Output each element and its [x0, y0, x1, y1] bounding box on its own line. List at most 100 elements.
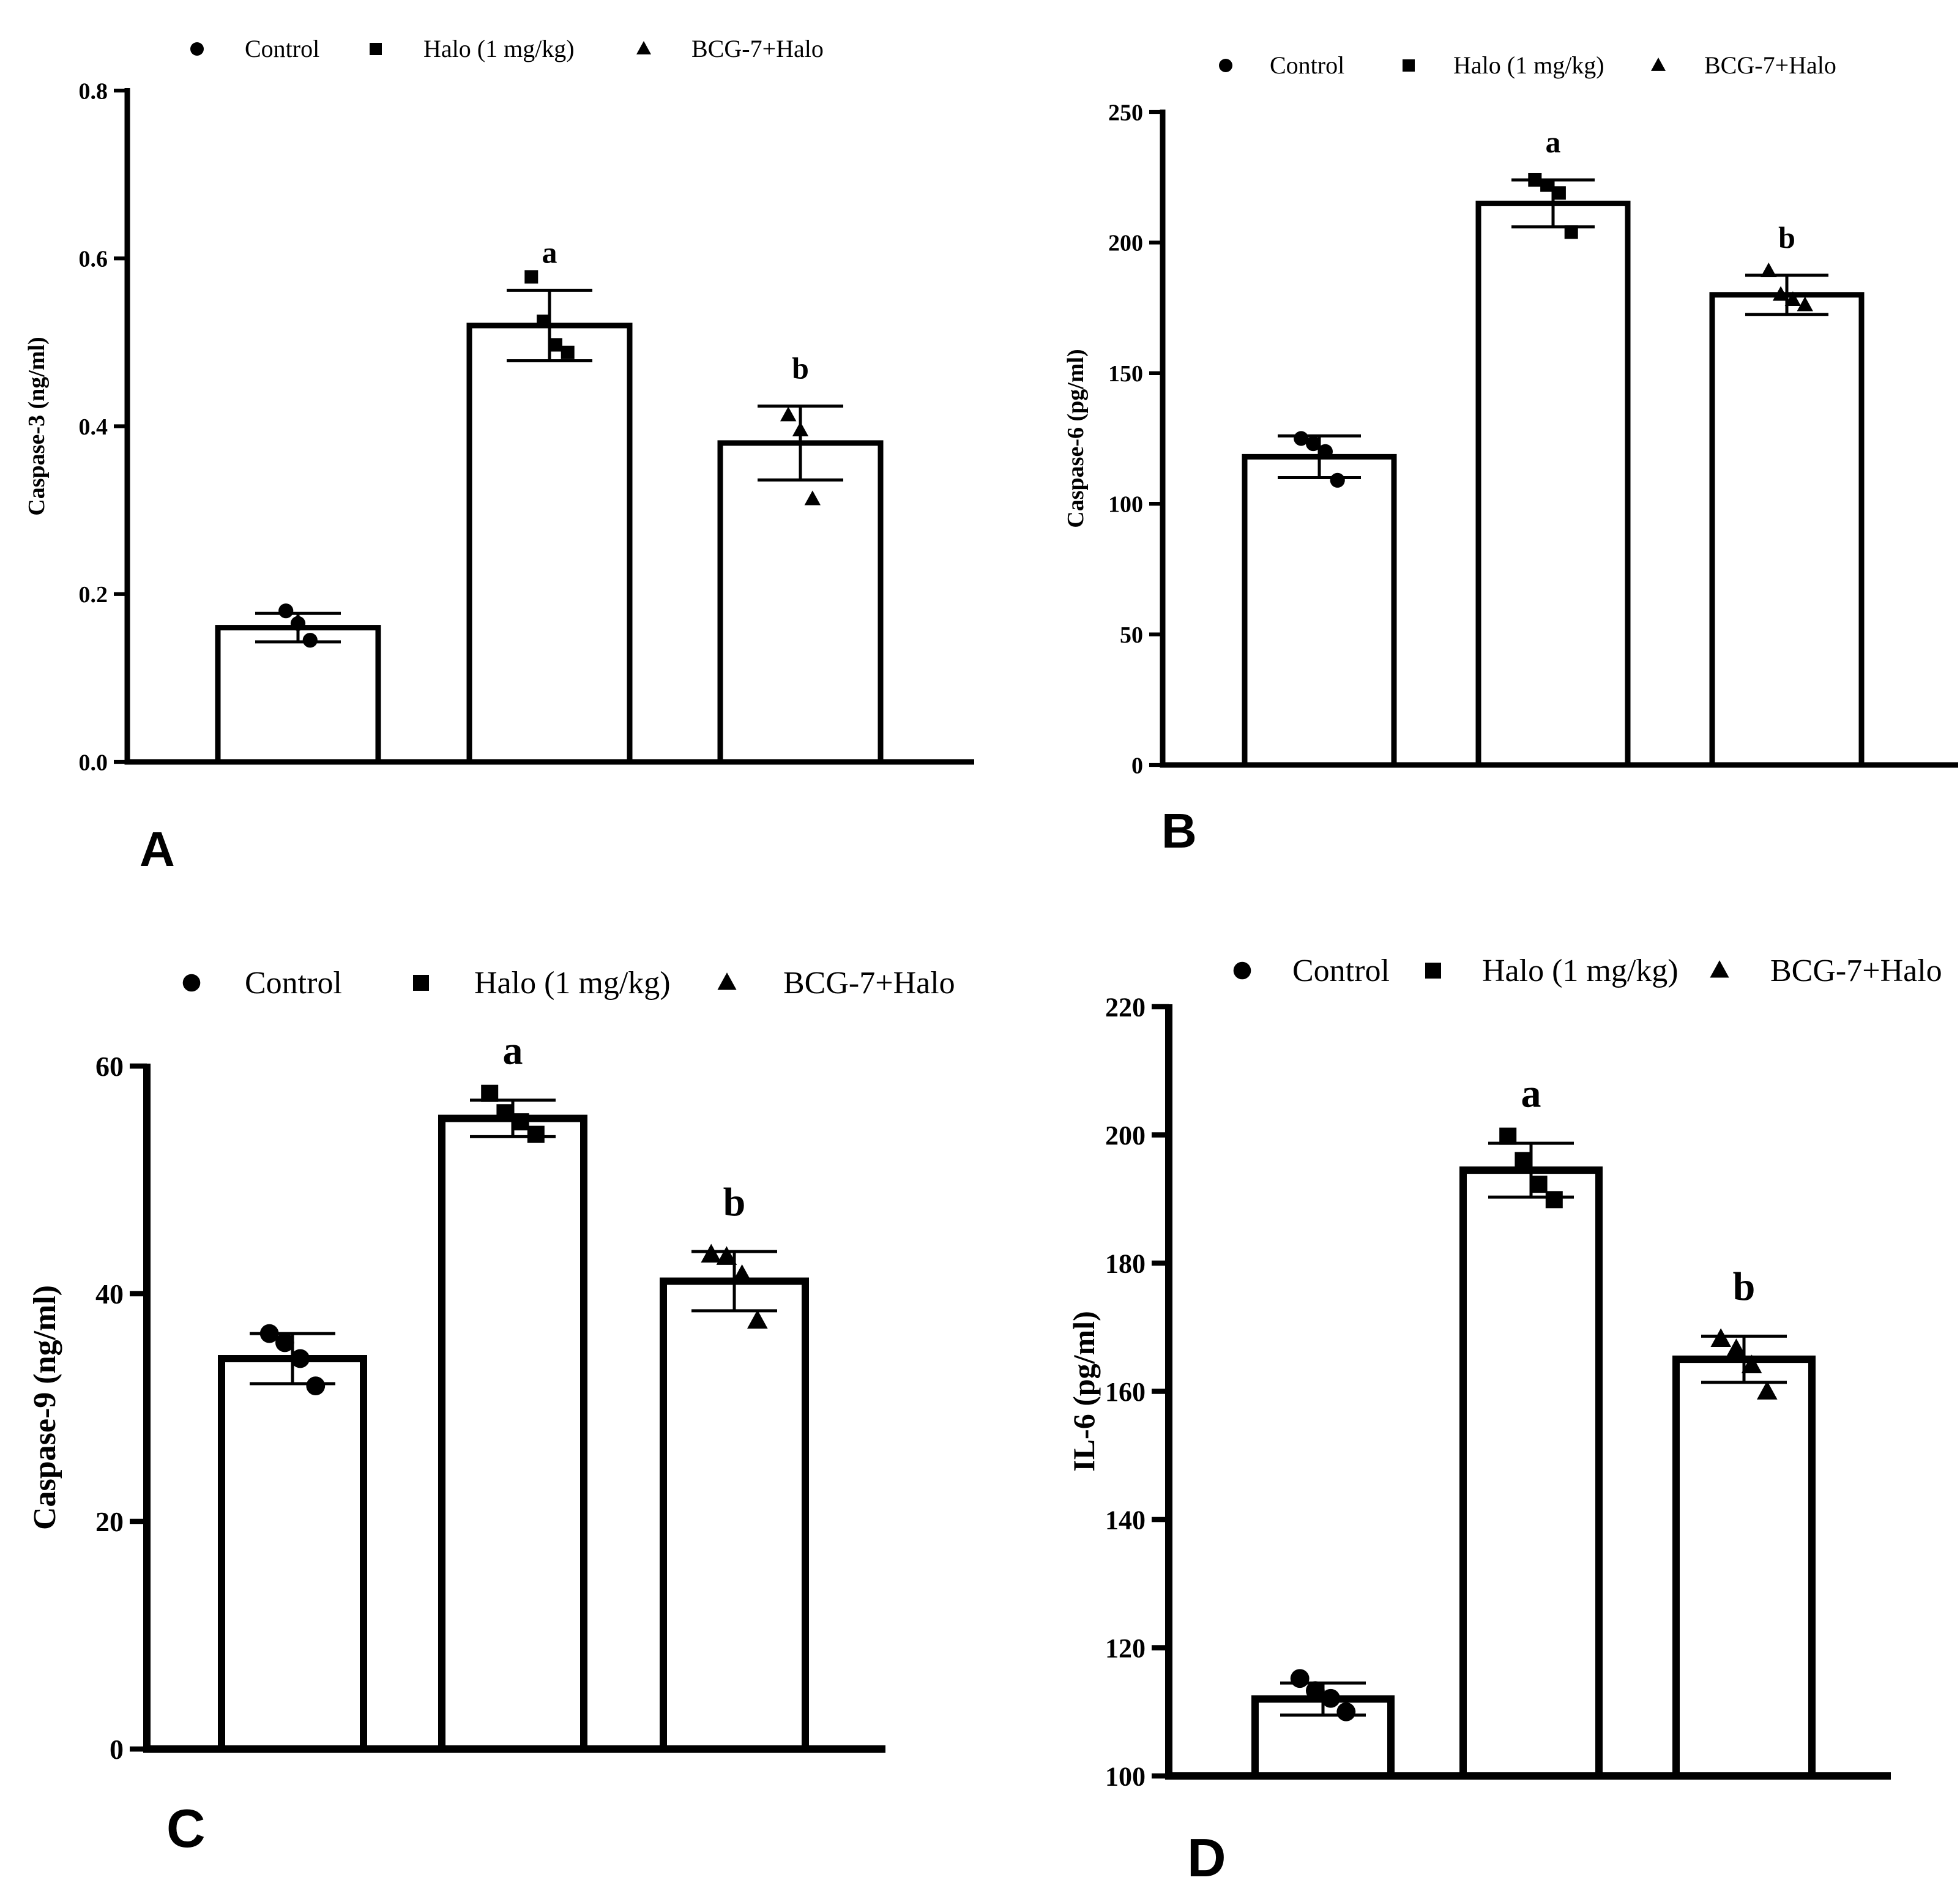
data-point	[792, 422, 809, 437]
legend-marker-square	[1425, 963, 1441, 979]
panel-label: D	[1187, 1827, 1226, 1888]
significance-letter: a	[542, 235, 557, 269]
legend-label: Halo (1 mg/kg)	[423, 35, 575, 62]
data-point	[259, 1324, 279, 1343]
data-point	[1321, 1688, 1341, 1708]
bar-3	[717, 440, 884, 765]
panel-label: A	[140, 822, 175, 876]
error-bar	[1745, 274, 1828, 316]
data-point	[291, 1349, 310, 1368]
bar-2	[466, 323, 633, 765]
data-point	[747, 1310, 768, 1329]
data-point	[527, 1125, 545, 1143]
y-tick-label: 200	[1105, 1121, 1146, 1151]
data-point	[561, 345, 575, 359]
legend-marker-triangle	[636, 40, 651, 54]
y-tick-label: 100	[1108, 492, 1143, 518]
bar-2	[438, 1114, 587, 1753]
legend-label: Control	[245, 35, 319, 62]
significance-letter: b	[723, 1180, 746, 1225]
y-tick-label: 220	[1105, 992, 1146, 1022]
legend-marker-circle	[182, 974, 201, 992]
legend-label: BCG-7+Halo	[1770, 953, 1942, 988]
data-point	[1306, 1681, 1325, 1701]
data-point	[780, 406, 797, 422]
panel-A: Control Halo (1 mg/kg) BCG-7+Halo a b 0.0 0.2 0…	[24, 35, 974, 876]
data-point	[306, 1376, 326, 1396]
y-axis-label: Caspase-9 (ng/ml)	[28, 1285, 62, 1530]
y-tick-label: 180	[1105, 1248, 1146, 1278]
data-point	[290, 616, 306, 631]
data-point	[1528, 173, 1542, 187]
data-point	[1515, 1152, 1532, 1169]
y-tick-label: 0	[1131, 753, 1143, 778]
legend-label: BCG-7+Halo	[783, 966, 955, 1001]
y-tick-label: 250	[1108, 100, 1143, 125]
significance-letter: a	[1546, 125, 1561, 159]
error-bar	[758, 405, 843, 482]
data-point	[1499, 1127, 1517, 1145]
y-axis-label: Caspase-6 (pg/ml)	[1063, 349, 1089, 528]
bar-2	[1475, 200, 1631, 768]
legend-label: Halo (1 mg/kg)	[1453, 51, 1604, 79]
error-bar	[1701, 1334, 1787, 1384]
significance-letter: b	[1733, 1264, 1756, 1309]
bar-3	[660, 1277, 809, 1753]
data-point	[1761, 263, 1777, 278]
data-point	[548, 338, 562, 352]
y-tick-label: 0.0	[79, 750, 108, 775]
data-point	[731, 1264, 753, 1283]
legend-label: BCG-7+Halo	[1704, 51, 1836, 79]
y-axis-label: Caspase-3 (ng/ml)	[24, 337, 50, 515]
data-point	[481, 1084, 499, 1102]
legend: Control Halo (1 mg/kg) BCG-7+Halo	[190, 35, 824, 62]
panel-C: Control Halo (1 mg/kg) BCG-7+Halo a b 0 20 40 60…	[28, 966, 955, 1859]
y-tick-label: 120	[1105, 1633, 1146, 1663]
data-point	[524, 270, 538, 284]
data-point	[278, 603, 294, 619]
data-point	[804, 490, 821, 505]
panel-B: Control Halo (1 mg/kg) BCG-7+Halo a b 0 50 100 1…	[1063, 51, 1958, 858]
y-tick-label: 0	[110, 1734, 124, 1765]
legend-marker-triangle	[1710, 960, 1729, 978]
data-point	[1540, 178, 1554, 192]
data-point	[496, 1104, 514, 1122]
data-point	[1784, 291, 1802, 306]
significance-letter: b	[792, 351, 809, 386]
data-point	[1330, 472, 1345, 488]
legend-marker-circle	[1233, 961, 1251, 980]
y-tick-label: 0.2	[79, 582, 108, 608]
data-point	[701, 1244, 721, 1263]
data-point	[716, 1246, 737, 1265]
y-tick-label: 0.8	[79, 78, 108, 104]
data-point	[1545, 1191, 1563, 1209]
y-tick-label: 140	[1105, 1505, 1146, 1535]
legend-label: BCG-7+Halo	[691, 35, 824, 62]
y-tick-label: 160	[1105, 1377, 1146, 1407]
y-tick-label: 20	[95, 1506, 124, 1537]
bar-1	[215, 625, 381, 765]
bar-1	[218, 1355, 367, 1753]
y-tick-label: 200	[1108, 231, 1143, 256]
legend-label: Control	[245, 966, 342, 1001]
legend: Control Halo (1 mg/kg) BCG-7+Halo	[182, 966, 955, 1001]
legend-marker-square	[370, 43, 382, 55]
bar-2	[1459, 1166, 1603, 1780]
panel-label: C	[166, 1798, 206, 1859]
y-tick-label: 60	[95, 1051, 124, 1082]
y-axis-label: IL-6 (pg/ml)	[1067, 1311, 1101, 1472]
data-point	[1726, 1338, 1747, 1357]
legend-label: Halo (1 mg/kg)	[1482, 953, 1679, 988]
y-tick-label: 40	[95, 1278, 124, 1310]
legend-label: Control	[1292, 953, 1390, 988]
y-tick-label: 0.4	[79, 414, 108, 440]
legend-marker-square	[1403, 59, 1415, 72]
data-point	[1772, 286, 1789, 301]
data-point	[1336, 1702, 1356, 1721]
legend: Control Halo (1 mg/kg) BCG-7+Halo	[1219, 51, 1836, 79]
data-point	[512, 1113, 529, 1131]
panel-label: B	[1161, 804, 1197, 858]
bar-3	[1709, 292, 1865, 768]
data-point	[1294, 431, 1309, 446]
